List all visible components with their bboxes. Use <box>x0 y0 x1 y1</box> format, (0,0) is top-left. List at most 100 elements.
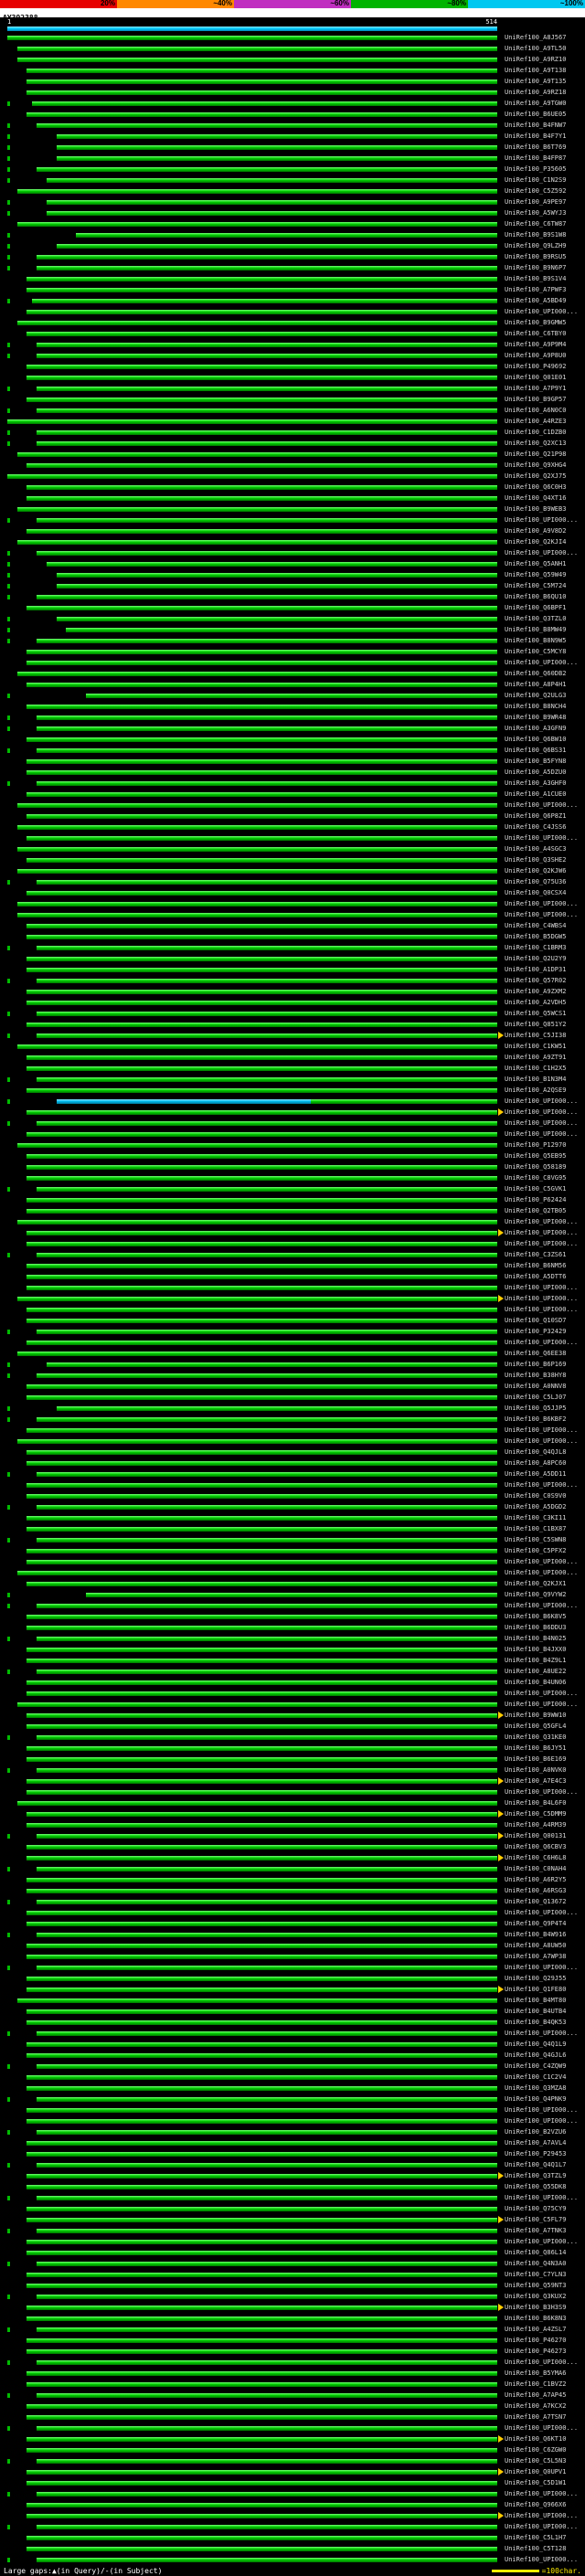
hit-bar[interactable] <box>27 69 497 73</box>
hit-label[interactable]: UniRef100_C6H6L8 <box>505 1854 567 1861</box>
hit-label[interactable]: UniRef100_B4JXX0 <box>505 1646 567 1653</box>
hit-bar[interactable] <box>16 1439 497 1444</box>
hit-bar[interactable] <box>27 1955 497 1959</box>
hit-bar[interactable] <box>27 814 497 819</box>
hit-label[interactable]: UniRef100_C4WBS4 <box>505 922 567 929</box>
hit-bar[interactable] <box>37 748 497 753</box>
hit-label[interactable]: UniRef100_A9P9M4 <box>505 341 567 348</box>
hit-bar[interactable] <box>27 2371 497 2376</box>
hit-bar[interactable] <box>37 266 497 270</box>
hit-bar[interactable] <box>27 1724 497 1729</box>
hit-label[interactable]: UniRef100_Q5WCS1 <box>505 1010 567 1017</box>
hit-label[interactable]: UniRef100_B6JY51 <box>505 1744 567 1752</box>
hit-label[interactable]: UniRef100_C5M724 <box>505 582 567 589</box>
hit-label[interactable]: UniRef100_Q2KJI4 <box>505 538 567 546</box>
hit-label[interactable]: UniRef100_UPI000... <box>505 1240 579 1247</box>
hit-label[interactable]: UniRef100_Q75CY9 <box>505 2205 567 2212</box>
hit-label[interactable]: UniRef100_UPI000... <box>505 659 579 666</box>
hit-bar[interactable] <box>56 617 497 621</box>
hit-label[interactable]: UniRef100_Q21P98 <box>505 451 567 458</box>
hit-bar[interactable] <box>37 946 497 950</box>
hit-bar[interactable] <box>16 803 497 808</box>
hit-label[interactable]: UniRef100_Q6KT10 <box>505 2435 567 2443</box>
hit-bar[interactable] <box>37 1538 497 1542</box>
hit-label[interactable]: UniRef100_A6R2Y5 <box>505 1876 567 1883</box>
hit-bar[interactable] <box>7 36 497 40</box>
hit-bar[interactable] <box>37 979 497 983</box>
hit-bar[interactable] <box>27 1615 497 1619</box>
hit-bar[interactable] <box>27 2207 497 2211</box>
hit-label[interactable]: UniRef100_B3H3S9 <box>505 2304 567 2311</box>
hit-bar[interactable] <box>37 1472 497 1477</box>
hit-label[interactable]: UniRef100_UPI000... <box>505 2556 579 2563</box>
hit-label[interactable]: UniRef100_Q3TZL0 <box>505 615 567 622</box>
hit-label[interactable]: UniRef100_C4ZQW9 <box>505 2062 567 2070</box>
hit-bar[interactable] <box>27 2152 497 2157</box>
hit-label[interactable]: UniRef100_C5JI38 <box>505 1032 567 1039</box>
hit-bar[interactable] <box>16 507 497 512</box>
hit-bar[interactable] <box>27 1790 497 1795</box>
hit-label[interactable]: UniRef100_B9GP57 <box>505 396 567 403</box>
hit-label[interactable]: UniRef100_B9S1W8 <box>505 231 567 239</box>
hit-label[interactable]: UniRef100_Q6CBV3 <box>505 1843 567 1850</box>
hit-label[interactable]: UniRef100_B4F7Y1 <box>505 133 567 140</box>
hit-bar[interactable] <box>37 2163 497 2168</box>
hit-label[interactable]: UniRef100_A1CUE0 <box>505 790 567 798</box>
hit-label[interactable]: UniRef100_Q4N3A0 <box>505 2260 567 2267</box>
hit-bar[interactable] <box>27 2020 497 2025</box>
hit-label[interactable]: UniRef100_B6NM56 <box>505 1262 567 1269</box>
hit-bar[interactable] <box>27 2481 497 2486</box>
hit-label[interactable]: UniRef100_A4SGC3 <box>505 845 567 853</box>
hit-label[interactable]: UniRef100_C1C2V4 <box>505 2073 567 2081</box>
hit-label[interactable]: UniRef100_UPI000... <box>505 2359 579 2366</box>
hit-bar[interactable] <box>16 540 497 545</box>
hit-bar[interactable] <box>27 1066 497 1071</box>
hit-label[interactable]: UniRef100_A3GFN9 <box>505 725 567 732</box>
hit-bar[interactable] <box>27 463 497 468</box>
hit-bar[interactable] <box>27 1341 497 1345</box>
hit-bar[interactable] <box>27 2240 497 2244</box>
hit-label[interactable]: UniRef100_UPI000... <box>505 911 579 918</box>
hit-label[interactable]: UniRef100_B9RSU5 <box>505 253 567 260</box>
hit-label[interactable]: UniRef100_UPI000... <box>505 308 579 315</box>
hit-bar[interactable] <box>27 1154 497 1159</box>
hit-bar[interactable] <box>27 1450 497 1455</box>
hit-label[interactable]: UniRef100_UPI000... <box>505 549 579 557</box>
hit-bar[interactable] <box>37 1735 497 1740</box>
hit-bar[interactable] <box>27 2119 497 2124</box>
hit-bar[interactable] <box>46 562 497 567</box>
hit-bar[interactable] <box>27 661 497 665</box>
hit-label[interactable]: UniRef100_C3ZS61 <box>505 1251 567 1258</box>
hit-bar[interactable] <box>27 1691 497 1696</box>
hit-label[interactable]: UniRef100_A6N0C0 <box>505 407 567 414</box>
hit-bar[interactable] <box>56 134 497 139</box>
hit-bar[interactable] <box>27 2141 497 2146</box>
hit-bar[interactable] <box>27 1680 497 1685</box>
hit-bar[interactable] <box>27 2218 497 2222</box>
hit-label[interactable]: UniRef100_B8N9W5 <box>505 637 567 644</box>
hit-bar[interactable] <box>311 1099 497 1104</box>
hit-label[interactable]: UniRef100_Q6BPF1 <box>505 604 567 611</box>
hit-label[interactable]: UniRef100_B4L6F0 <box>505 1799 567 1807</box>
hit-bar[interactable] <box>37 1034 497 1038</box>
hit-label[interactable]: UniRef100_Q6P8Z1 <box>505 812 567 820</box>
hit-bar[interactable] <box>27 1176 497 1181</box>
hit-label[interactable]: UniRef100_A4ZSL7 <box>505 2326 567 2333</box>
hit-label[interactable]: UniRef100_A8P4H1 <box>505 681 567 688</box>
hit-label[interactable]: UniRef100_C0S9V0 <box>505 1492 567 1500</box>
hit-bar[interactable] <box>27 2273 497 2277</box>
hit-label[interactable]: UniRef100_A9PE97 <box>505 198 567 206</box>
hit-label[interactable]: UniRef100_UPI000... <box>505 834 579 842</box>
hit-bar[interactable] <box>37 1768 497 1773</box>
hit-label[interactable]: UniRef100_C5LJ07 <box>505 1394 567 1401</box>
hit-bar[interactable] <box>37 2097 497 2102</box>
hit-bar[interactable] <box>37 1966 497 1970</box>
hit-bar[interactable] <box>37 2064 497 2069</box>
hit-bar[interactable] <box>27 2448 497 2453</box>
hit-label[interactable]: UniRef100_Q4PNK9 <box>505 2095 567 2103</box>
hit-bar[interactable] <box>37 2393 497 2398</box>
hit-bar[interactable] <box>37 1373 497 1378</box>
hit-bar[interactable] <box>27 792 497 797</box>
hit-label[interactable]: UniRef100_P46270 <box>505 2337 567 2344</box>
hit-label[interactable]: UniRef100_A5DGD2 <box>505 1503 567 1511</box>
